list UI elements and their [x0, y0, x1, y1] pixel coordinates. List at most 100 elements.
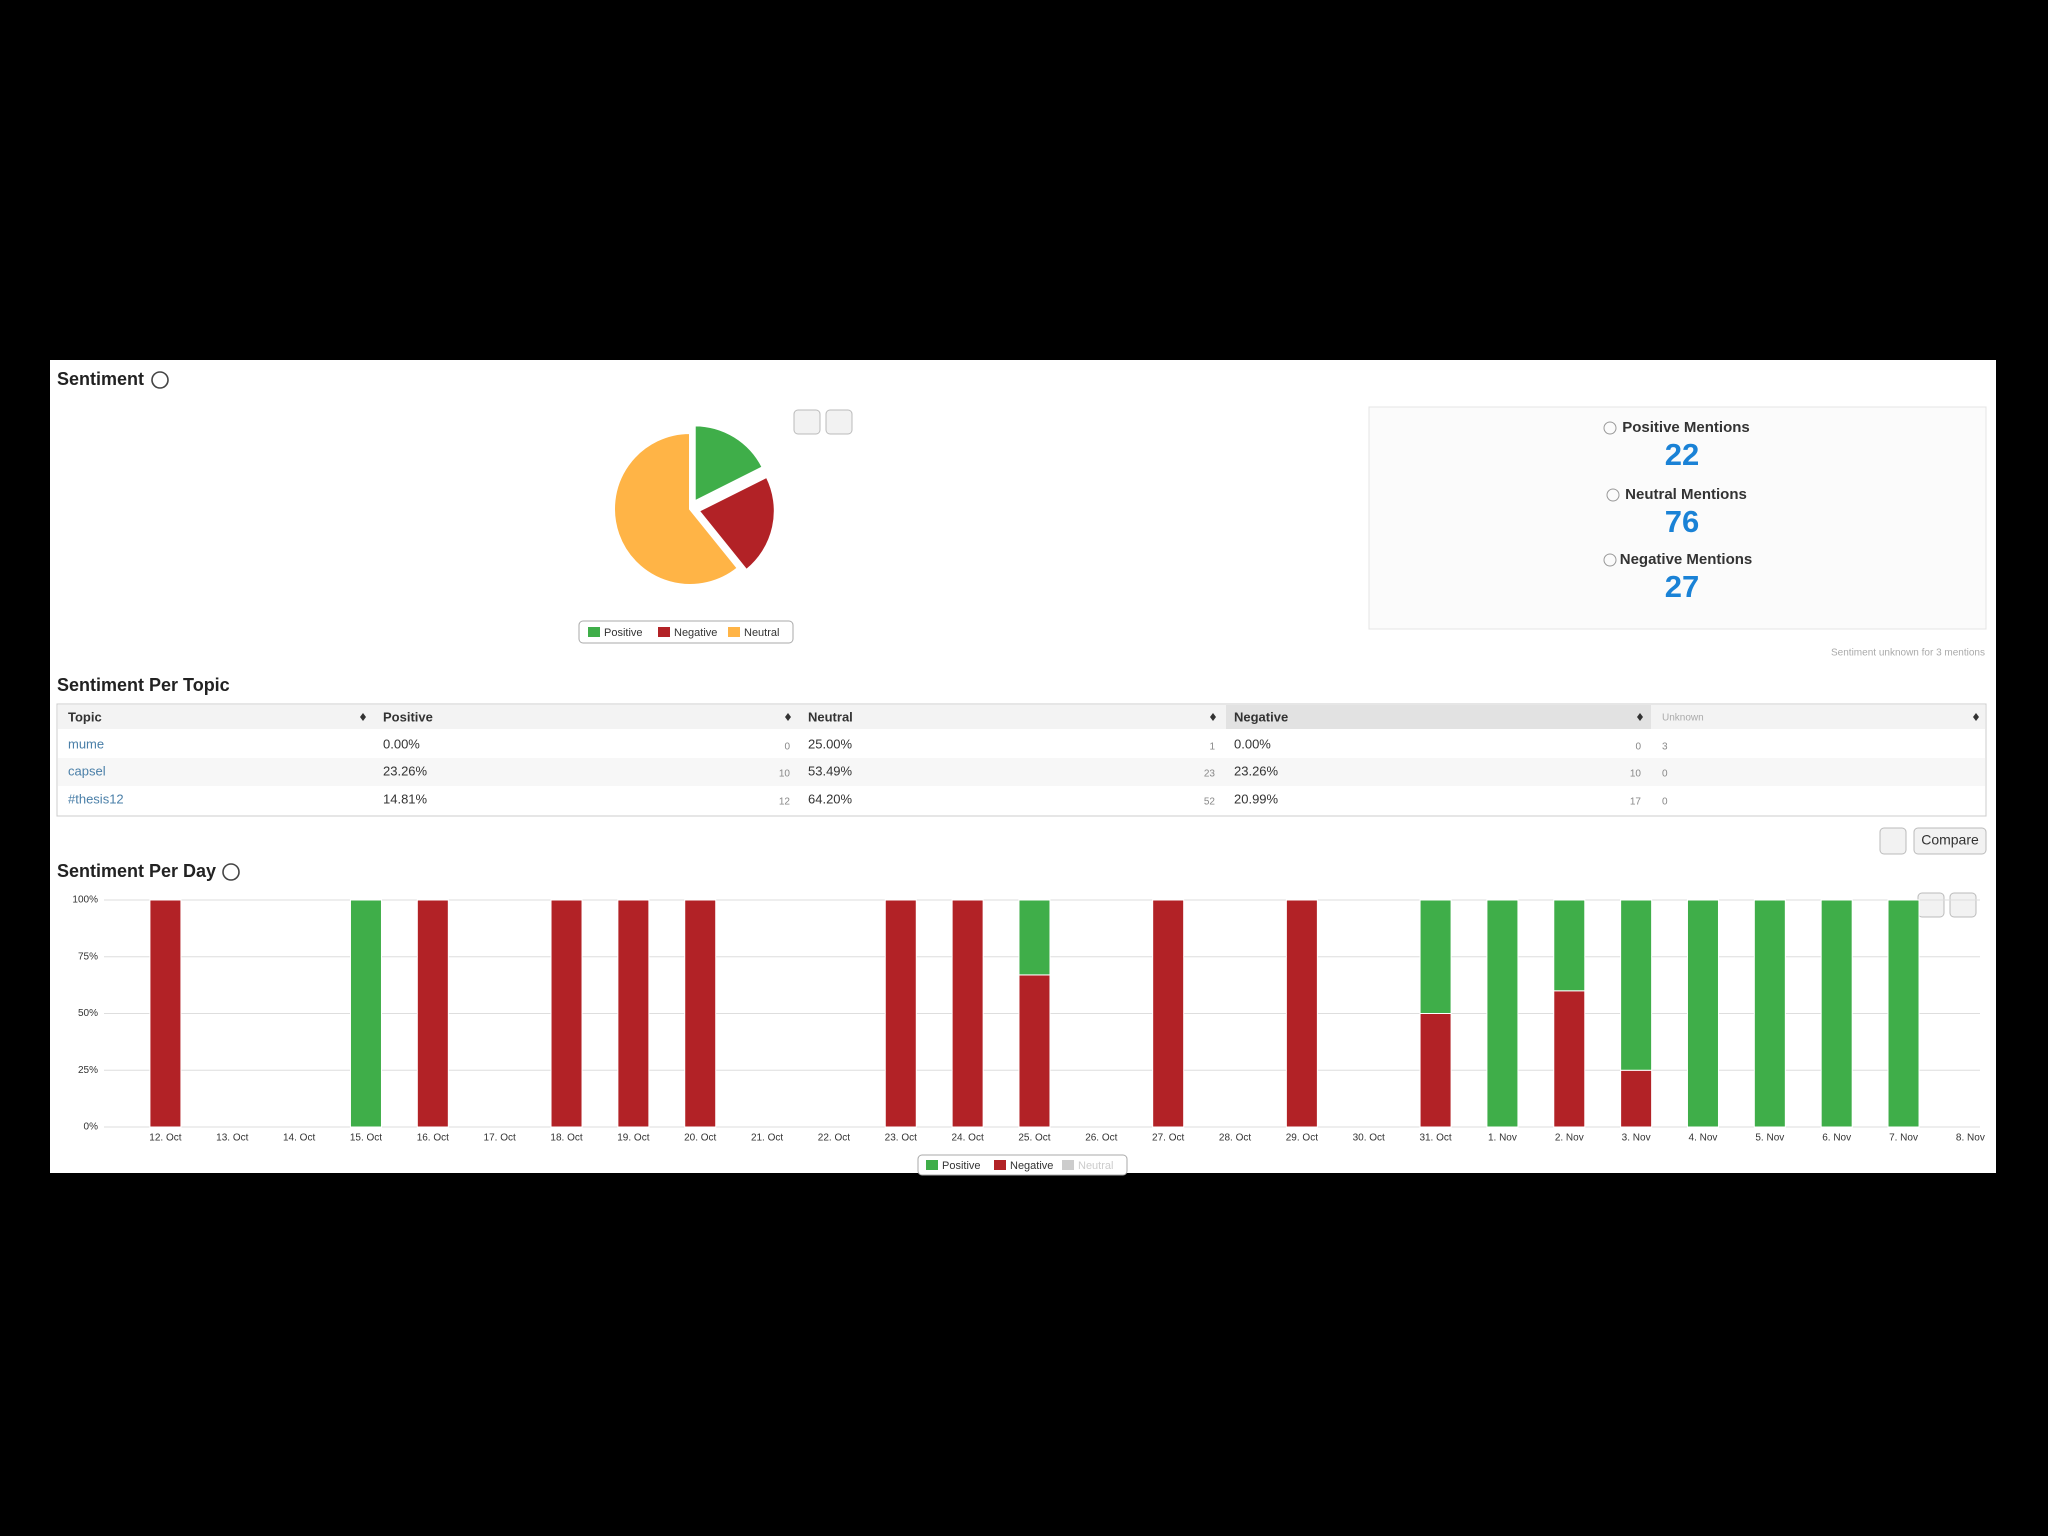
x-tick-label: 19. Oct [617, 1133, 649, 1144]
table-cell: 23.26% [383, 763, 428, 778]
bar [1419, 899, 1452, 1014]
table-cell: 14.81% [383, 791, 428, 806]
sorted-header [1226, 705, 1651, 729]
bar [1152, 899, 1185, 1128]
bar [1620, 1069, 1653, 1128]
pie-slice [693, 424, 765, 503]
sort-icon [1973, 713, 1979, 721]
bar [1553, 899, 1586, 992]
sort-icon [1210, 713, 1216, 721]
legend-box [917, 1154, 1128, 1176]
bar [550, 899, 583, 1128]
x-tick-label: 31. Oct [1419, 1133, 1451, 1144]
x-tick-label: 22. Oct [818, 1133, 850, 1144]
legend-swatch [658, 627, 670, 637]
legend-label: Positive [942, 1160, 981, 1172]
bar [617, 899, 650, 1128]
legend-label: Negative [674, 627, 717, 639]
bar [1486, 899, 1519, 1128]
bar [684, 899, 717, 1128]
topic-link: #thesis12 [68, 791, 124, 806]
x-tick-label: 29. Oct [1286, 1133, 1318, 1144]
x-tick-label: 20. Oct [684, 1133, 716, 1144]
legend-box [578, 620, 794, 644]
table-cell: 3 [1662, 742, 1668, 753]
table-cell: 52 [1204, 797, 1216, 808]
x-tick-label: 18. Oct [550, 1133, 582, 1144]
table-cell: 10 [1630, 769, 1642, 780]
column-header: Topic [68, 709, 102, 724]
bar [1686, 899, 1719, 1128]
x-tick-label: 2. Nov [1555, 1133, 1584, 1144]
section-title: Sentiment Per Day [57, 861, 216, 881]
x-tick-label: 14. Oct [283, 1133, 315, 1144]
x-tick-label: 24. Oct [952, 1133, 984, 1144]
legend-swatch [1062, 1160, 1074, 1170]
mention-count: 27 [1665, 569, 1699, 604]
print-button[interactable] [1917, 892, 1945, 918]
x-tick-label: 21. Oct [751, 1133, 783, 1144]
x-tick-label: 4. Nov [1689, 1133, 1718, 1144]
bar [951, 899, 984, 1128]
column-header: Unknown [1662, 713, 1704, 724]
x-tick-label: 23. Oct [885, 1133, 917, 1144]
topic-link: mume [68, 736, 104, 751]
table-cell: 17 [1630, 797, 1642, 808]
table-cell: 23.26% [1234, 763, 1279, 778]
help-icon[interactable] [222, 863, 240, 881]
section-title: Sentiment Per Topic [57, 675, 230, 695]
export-button[interactable] [1949, 892, 1977, 918]
bar [349, 899, 382, 1128]
legend-swatch [728, 627, 740, 637]
bar [416, 899, 449, 1128]
mention-label: Positive Mentions [1622, 419, 1750, 436]
table-cell: 0 [1662, 769, 1668, 780]
legend-label: Positive [604, 627, 643, 639]
print-button[interactable] [793, 409, 821, 435]
x-tick-label: 15. Oct [350, 1133, 382, 1144]
table-cell: 20.99% [1234, 791, 1279, 806]
table-cell: 12 [779, 797, 791, 808]
y-tick-label: 50% [78, 1008, 98, 1019]
y-tick-label: 0% [84, 1122, 99, 1133]
row-stripe [58, 758, 1985, 786]
x-tick-label: 1. Nov [1488, 1133, 1517, 1144]
table-cell: 64.20% [808, 791, 853, 806]
bar [1285, 899, 1318, 1128]
bar [1553, 990, 1586, 1128]
y-tick-label: 75% [78, 951, 98, 962]
bar [884, 899, 917, 1128]
x-tick-label: 25. Oct [1018, 1133, 1050, 1144]
x-tick-label: 7. Nov [1889, 1133, 1918, 1144]
table-cell: 0.00% [383, 736, 420, 751]
column-header: Negative [1234, 709, 1288, 724]
column-header: Positive [383, 709, 433, 724]
mention-icon [1603, 553, 1617, 567]
bar [1753, 899, 1786, 1128]
mention-icon [1606, 488, 1620, 502]
y-tick-label: 25% [78, 1065, 98, 1076]
export-button[interactable] [1879, 827, 1907, 855]
x-tick-label: 27. Oct [1152, 1133, 1184, 1144]
export-button[interactable] [825, 409, 853, 435]
x-tick-label: 17. Oct [484, 1133, 516, 1144]
x-tick-label: 3. Nov [1622, 1133, 1651, 1144]
legend-swatch [588, 627, 600, 637]
compare-label[interactable]: Compare [1921, 832, 1979, 848]
bar [1018, 974, 1051, 1128]
legend-swatch [994, 1160, 1006, 1170]
legend-label: Neutral [1078, 1160, 1113, 1172]
x-tick-label: 30. Oct [1353, 1133, 1385, 1144]
column-header: Neutral [808, 709, 853, 724]
unknown-note: Sentiment unknown for 3 mentions [1831, 648, 1985, 659]
help-icon[interactable] [151, 371, 169, 389]
table-cell: 0.00% [1234, 736, 1271, 751]
table-header [58, 705, 1985, 729]
compare-button[interactable] [1913, 827, 1987, 855]
sort-icon [360, 713, 366, 721]
sort-icon [785, 713, 791, 721]
table-cell: 0 [1635, 742, 1641, 753]
x-tick-label: 6. Nov [1822, 1133, 1851, 1144]
x-tick-label: 12. Oct [149, 1133, 181, 1144]
mention-label: Neutral Mentions [1625, 486, 1747, 503]
